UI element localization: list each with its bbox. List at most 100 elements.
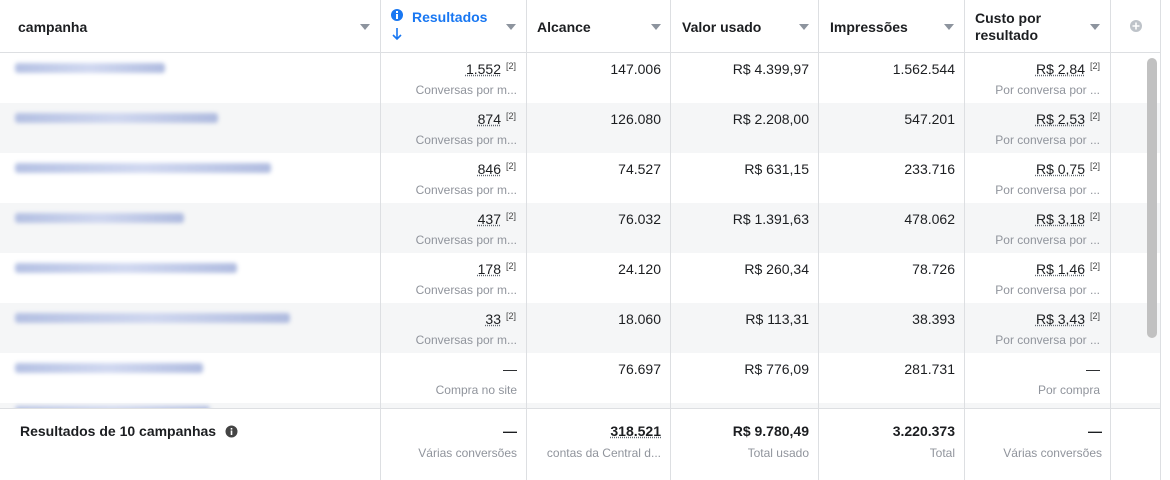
reach-value: 18.060 [618, 311, 661, 327]
footer-reach: 318.521 [610, 423, 661, 439]
table-footer [0, 408, 1160, 480]
column-header[interactable]: Custo por resultado [975, 10, 1042, 43]
impressions-value: 38.393 [912, 311, 955, 327]
table-row [0, 153, 1160, 203]
table-row [0, 203, 1160, 253]
table-row [0, 303, 1160, 353]
results-subtitle: Conversas por m... [415, 283, 517, 297]
results-subtitle: Compra no site [435, 383, 517, 397]
column-divider [1110, 0, 1111, 480]
column-divider [1160, 0, 1161, 480]
column-divider [818, 0, 819, 480]
results-value: — [503, 361, 517, 377]
footer-label: Resultados de 10 campanhas [20, 423, 217, 439]
sort-icons [391, 9, 403, 41]
cost-subtitle: Por conversa por ... [995, 233, 1100, 247]
column-menu[interactable] [506, 24, 516, 30]
column-divider [670, 0, 671, 480]
scrollbar[interactable] [1147, 58, 1157, 338]
results-value: 846 [477, 161, 501, 177]
footer-reach-subtitle: contas da Central d... [546, 446, 661, 460]
cost-subtitle: Por conversa por ... [995, 83, 1100, 97]
campaign-name-redacted [15, 263, 237, 273]
column-menu[interactable] [799, 24, 809, 30]
add-column[interactable] [1129, 19, 1143, 33]
cost-subtitle: Por conversa por ... [995, 283, 1100, 297]
cost-value: R$ 0,75 [1035, 161, 1085, 177]
column-header-sorted[interactable]: Resultados [412, 9, 488, 25]
results-note: [2] [505, 311, 516, 321]
campaign-name-redacted [15, 163, 271, 173]
column-header[interactable]: Valor usado [682, 19, 762, 35]
results-value: 874 [477, 111, 501, 127]
footer-cost-subtitle: Várias conversões [1003, 446, 1102, 460]
cost-value: R$ 1,46 [1035, 261, 1085, 277]
column-divider [526, 0, 527, 480]
column-header[interactable]: Impressões [830, 19, 908, 35]
column-menu[interactable] [944, 24, 954, 30]
column-header[interactable]: Alcance [537, 19, 591, 35]
column-menu[interactable] [651, 24, 661, 30]
spent-value: R$ 4.399,97 [732, 61, 809, 77]
campaign-name-redacted [15, 363, 203, 373]
impressions-value: 233.716 [904, 161, 955, 177]
impressions-value: 78.726 [912, 261, 955, 277]
results-value: 178 [477, 261, 501, 277]
cost-note: [2] [1089, 111, 1100, 121]
reach-value: 24.120 [618, 261, 661, 277]
results-note: [2] [505, 161, 516, 171]
results-note: [2] [505, 61, 516, 71]
reach-value: 74.527 [618, 161, 661, 177]
results-note: [2] [505, 111, 516, 121]
spent-value: R$ 2.208,00 [732, 111, 809, 127]
cost-subtitle: Por compra [1037, 383, 1100, 397]
column-menu[interactable] [1090, 24, 1100, 30]
reach-value: 76.032 [618, 211, 661, 227]
results-subtitle: Conversas por m... [415, 333, 517, 347]
campaign-name-redacted [15, 113, 218, 123]
table-row [0, 353, 1160, 403]
spent-value: R$ 260,34 [744, 261, 809, 277]
results-note: [2] [505, 211, 516, 221]
cost-value: R$ 2,84 [1035, 61, 1085, 77]
results-note: [2] [505, 261, 516, 271]
reach-value: 126.080 [610, 111, 661, 127]
cost-note: [2] [1089, 311, 1100, 321]
cost-note: [2] [1089, 261, 1100, 271]
footer-impressions-subtitle: Total [929, 446, 955, 460]
results-subtitle: Conversas por m... [415, 83, 517, 97]
footer-impressions: 3.220.373 [892, 423, 955, 439]
cost-value: R$ 3,18 [1035, 211, 1085, 227]
footer-results: — [503, 423, 517, 439]
impressions-value: 1.562.544 [892, 61, 955, 77]
reach-value: 147.006 [610, 61, 661, 77]
column-header[interactable]: campanha [18, 19, 88, 35]
spent-value: R$ 631,15 [744, 161, 809, 177]
table-row [0, 53, 1160, 103]
table-row [0, 253, 1160, 303]
campaign-name-redacted [15, 63, 165, 73]
results-value: 33 [485, 311, 501, 327]
info-icon[interactable] [225, 425, 238, 438]
footer-results-subtitle: Várias conversões [418, 446, 517, 460]
results-subtitle: Conversas por m... [415, 183, 517, 197]
cost-subtitle: Por conversa por ... [995, 333, 1100, 347]
footer-spent-subtitle: Total usado [747, 446, 809, 460]
impressions-value: 281.731 [904, 361, 955, 377]
campaign-name-redacted [15, 313, 290, 323]
spent-value: R$ 776,09 [744, 361, 809, 377]
table-header [0, 0, 1160, 53]
results-subtitle: Conversas por m... [415, 233, 517, 247]
footer-cost: — [1088, 423, 1102, 439]
cost-value: — [1086, 361, 1100, 377]
impressions-value: 547.201 [904, 111, 955, 127]
results-subtitle: Conversas por m... [415, 133, 517, 147]
spent-value: R$ 1.391,63 [732, 211, 809, 227]
cost-subtitle: Por conversa por ... [995, 133, 1100, 147]
cost-note: [2] [1089, 211, 1100, 221]
cost-value: R$ 2,53 [1035, 111, 1085, 127]
table-row [0, 103, 1160, 153]
cost-note: [2] [1089, 61, 1100, 71]
column-menu[interactable] [360, 24, 370, 30]
